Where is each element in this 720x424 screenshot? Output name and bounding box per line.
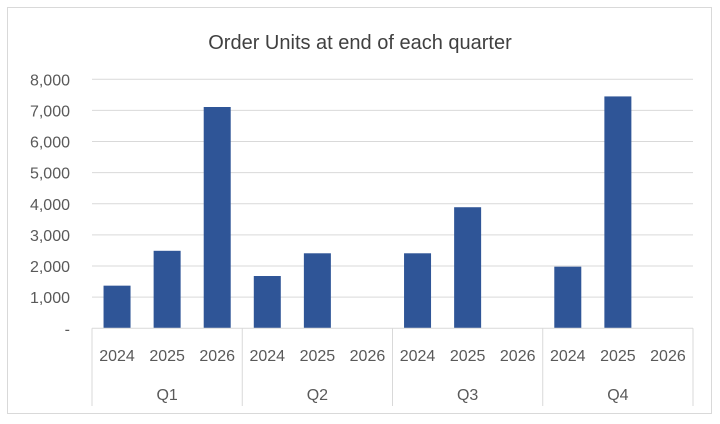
- x-tick-label: 2025: [300, 348, 336, 365]
- bar-Q1-2025: [153, 250, 181, 329]
- bar-Q4-2025: [604, 96, 632, 329]
- x-tick-label: 2026: [350, 348, 386, 365]
- y-tick-label: -: [65, 321, 70, 338]
- group-label: Q1: [156, 387, 177, 404]
- bar-Q3-2025: [454, 207, 482, 329]
- bar-Q3-2024: [404, 253, 432, 329]
- chart-title: Order Units at end of each quarter: [208, 32, 512, 54]
- y-tick-label: 4,000: [30, 197, 70, 214]
- bar-Q4-2024: [554, 266, 582, 329]
- bar-Q1-2024: [103, 285, 131, 329]
- x-tick-label: 2024: [99, 348, 135, 365]
- y-tick-label: 7,000: [30, 103, 70, 120]
- x-tick-label: 2026: [650, 348, 686, 365]
- y-tick-label: 3,000: [30, 228, 70, 245]
- group-label: Q3: [457, 387, 478, 404]
- bar-Q2-2025: [303, 253, 331, 329]
- y-tick-label: 8,000: [30, 72, 70, 89]
- chart-frame: [7, 7, 712, 414]
- group-label: Q4: [607, 387, 628, 404]
- x-tick-label: 2026: [500, 348, 536, 365]
- bar-Q2-2024: [253, 276, 281, 329]
- x-tick-label: 2025: [149, 348, 185, 365]
- x-tick-label: 2026: [199, 348, 235, 365]
- bar-Q1-2026: [203, 107, 231, 329]
- x-tick-label: 2024: [550, 348, 586, 365]
- x-tick-label: 2024: [249, 348, 285, 365]
- y-tick-label: 6,000: [30, 135, 70, 152]
- x-tick-label: 2025: [450, 348, 486, 365]
- y-tick-label: 2,000: [30, 259, 70, 276]
- y-tick-label: 5,000: [30, 166, 70, 183]
- x-tick-label: 2024: [400, 348, 436, 365]
- y-tick-label: 1,000: [30, 290, 70, 307]
- x-tick-label: 2025: [600, 348, 636, 365]
- group-label: Q2: [307, 387, 328, 404]
